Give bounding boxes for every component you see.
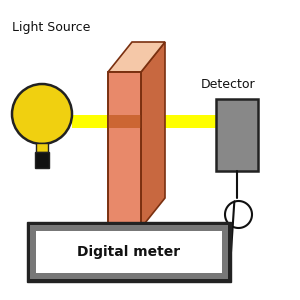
Bar: [108, 116, 141, 128]
Text: Detector: Detector: [200, 78, 255, 91]
Text: Light Source: Light Source: [12, 21, 90, 34]
Bar: [36, 142, 48, 152]
Polygon shape: [141, 42, 165, 228]
Bar: [27, 222, 231, 282]
Bar: [108, 72, 141, 228]
Bar: [36, 231, 222, 273]
Bar: [216, 99, 258, 171]
Bar: [30, 225, 228, 279]
Text: cuvette: cuvette: [113, 240, 160, 253]
Polygon shape: [108, 42, 165, 72]
Bar: [108, 72, 141, 228]
Text: Digital meter: Digital meter: [77, 245, 181, 259]
Bar: [72, 116, 228, 128]
Bar: [35, 152, 49, 168]
Circle shape: [12, 84, 72, 144]
